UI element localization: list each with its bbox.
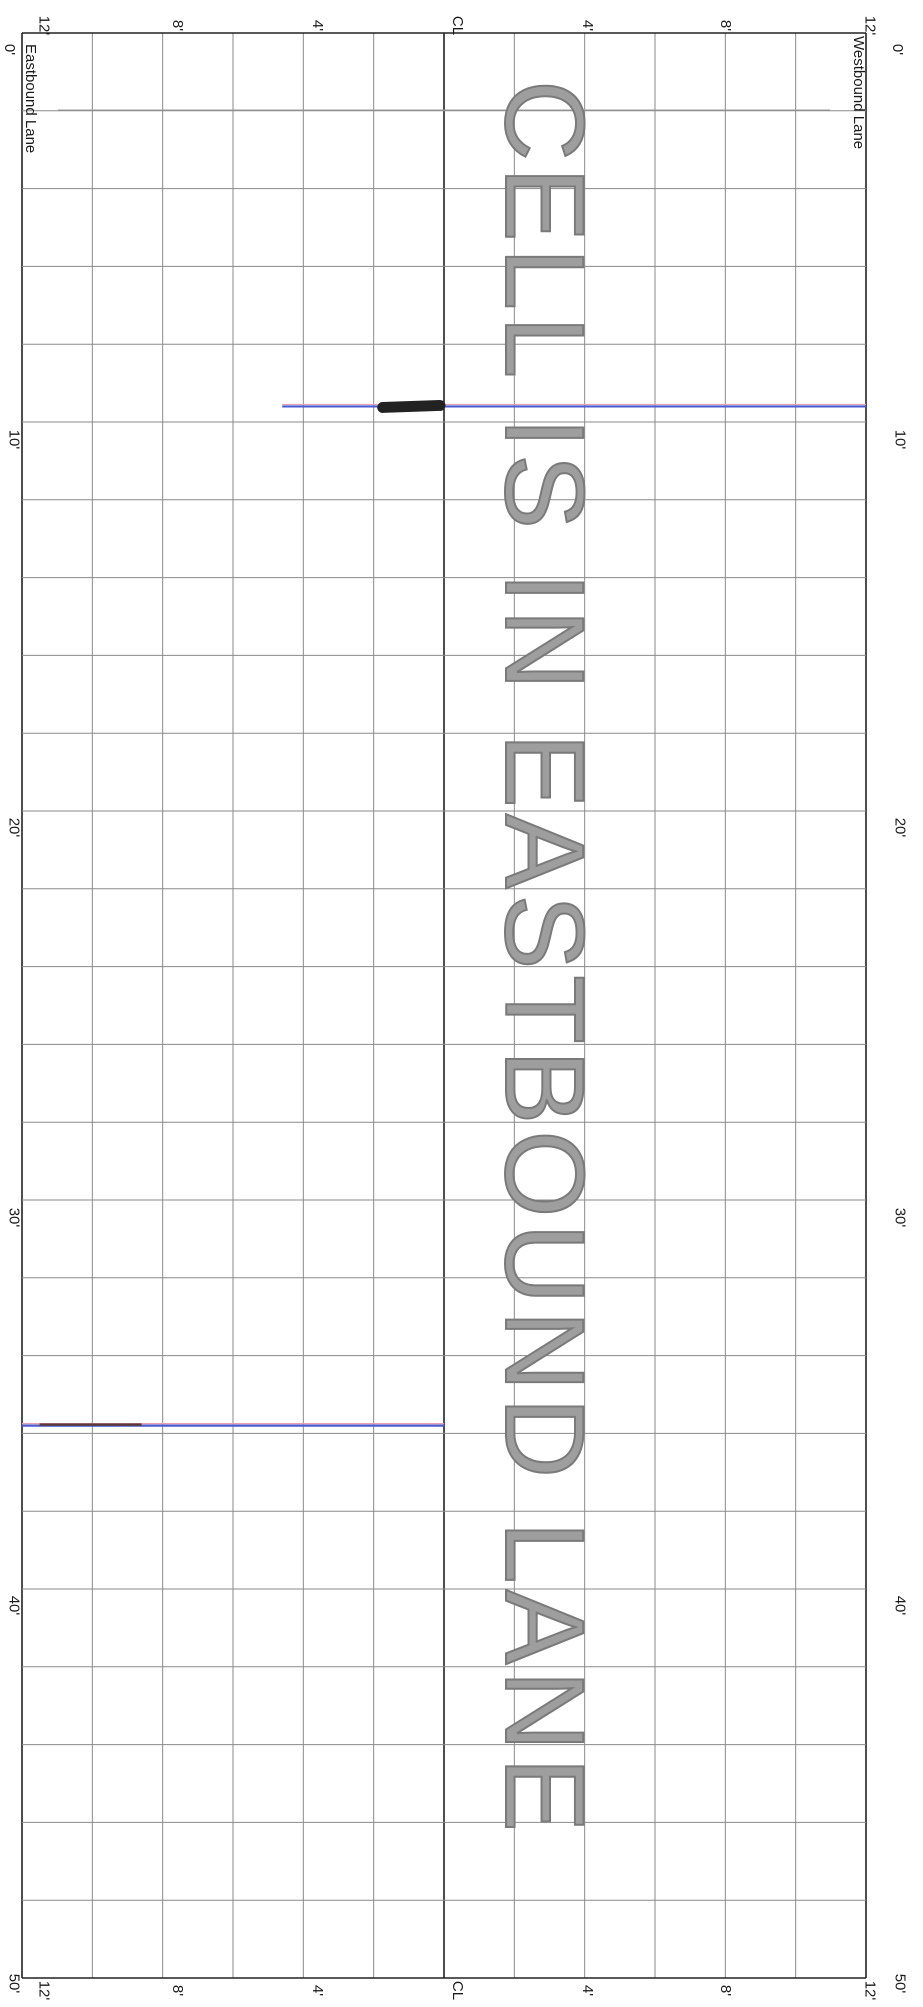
eastbound-lane-label: Eastbound Lane — [22, 44, 39, 154]
bottom-tick-12-left: 12' — [35, 1980, 53, 2001]
left-station-40: 40' — [5, 1595, 23, 1616]
bottom-tick-12-right: 12' — [861, 1980, 879, 2001]
bottom-tick-4-left: 4' — [309, 1984, 327, 1997]
distress-markings — [22, 399, 866, 1427]
left-station-10: 10' — [5, 429, 23, 450]
top-tick-4-right: 4' — [579, 19, 597, 32]
right-station-50: 50' — [891, 1973, 909, 1994]
bottom-tick-8-left: 8' — [169, 1984, 187, 1997]
top-tick-8-right: 8' — [717, 19, 735, 32]
spall-mark — [377, 399, 446, 413]
right-station-0: 0' — [889, 43, 907, 56]
grid — [21, 32, 867, 1979]
right-station-20: 20' — [891, 817, 909, 838]
bottom-tick-4-right: 4' — [579, 1984, 597, 1997]
cell-location-stamp: CELL IS IN EASTBOUND LANE — [481, 79, 608, 1839]
left-station-30: 30' — [5, 1207, 23, 1228]
right-station-10: 10' — [891, 429, 909, 450]
bottom-centerline-label: CL — [449, 1980, 467, 2001]
top-centerline-label: CL — [449, 15, 467, 36]
top-tick-12-right: 12' — [861, 15, 879, 36]
top-tick-4-left: 4' — [309, 19, 327, 32]
left-station-20: 20' — [5, 817, 23, 838]
top-tick-8-left: 8' — [169, 19, 187, 32]
right-station-40: 40' — [891, 1595, 909, 1616]
left-station-50: 50' — [5, 1973, 23, 1994]
top-tick-12-left: 12' — [35, 15, 53, 36]
westbound-lane-label: Westbound Lane — [850, 36, 867, 150]
bottom-tick-8-right: 8' — [717, 1984, 735, 1997]
right-station-30: 30' — [891, 1207, 909, 1228]
left-station-0: 0' — [1, 43, 19, 56]
